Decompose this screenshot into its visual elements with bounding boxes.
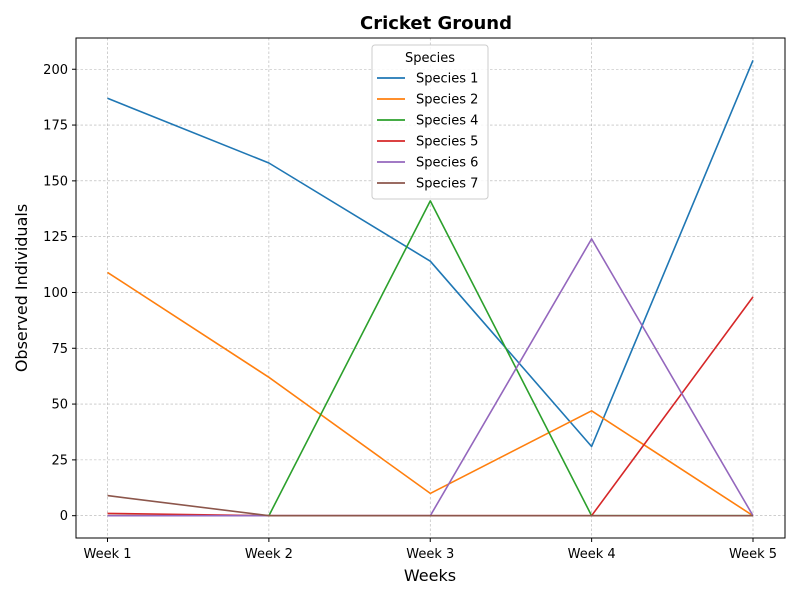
- y-tick-label: 150: [43, 174, 68, 189]
- legend-entry: Species 5: [416, 135, 478, 150]
- y-tick-label: 25: [51, 453, 68, 468]
- y-tick-label: 200: [43, 63, 68, 78]
- legend-entry: Species 7: [416, 177, 478, 192]
- x-tick-label: Week 1: [83, 547, 131, 562]
- y-tick-label: 100: [43, 286, 68, 301]
- legend-entry: Species 2: [416, 93, 478, 108]
- y-tick-label: 125: [43, 230, 68, 245]
- legend-entry: Species 1: [416, 72, 478, 87]
- axes: 0 25 50 75 100 125 150 175 200 Week 1 Week 2 Week 3…: [43, 63, 777, 562]
- x-axis-label: Weeks: [404, 566, 456, 585]
- series-line-species-5: [107, 296, 754, 517]
- legend-entry: Species 6: [416, 156, 478, 171]
- y-tick-label: 75: [51, 342, 68, 357]
- y-tick-label: 0: [60, 509, 68, 524]
- y-tick-label: 175: [43, 119, 68, 134]
- legend-box: [371, 44, 489, 200]
- y-axis-label: Observed Individuals: [12, 204, 31, 372]
- series-line-species-7: [107, 494, 753, 517]
- x-tick-label: Week 4: [568, 547, 616, 562]
- legend-title: Species: [405, 51, 455, 66]
- x-tick-label: Week 3: [406, 547, 454, 562]
- series-line-species-2: [107, 271, 754, 517]
- series-lines: [107, 59, 754, 517]
- series-line-species-1: [107, 59, 754, 448]
- x-tick-label: Week 2: [245, 547, 293, 562]
- legend: Species Species 1 Species 2 Species 4 Specie…: [371, 44, 489, 200]
- chart-title: Cricket Ground: [360, 13, 512, 34]
- x-tick-label: Week 5: [729, 547, 777, 562]
- legend-entry: Species 4: [416, 114, 478, 129]
- y-tick-label: 50: [51, 398, 68, 413]
